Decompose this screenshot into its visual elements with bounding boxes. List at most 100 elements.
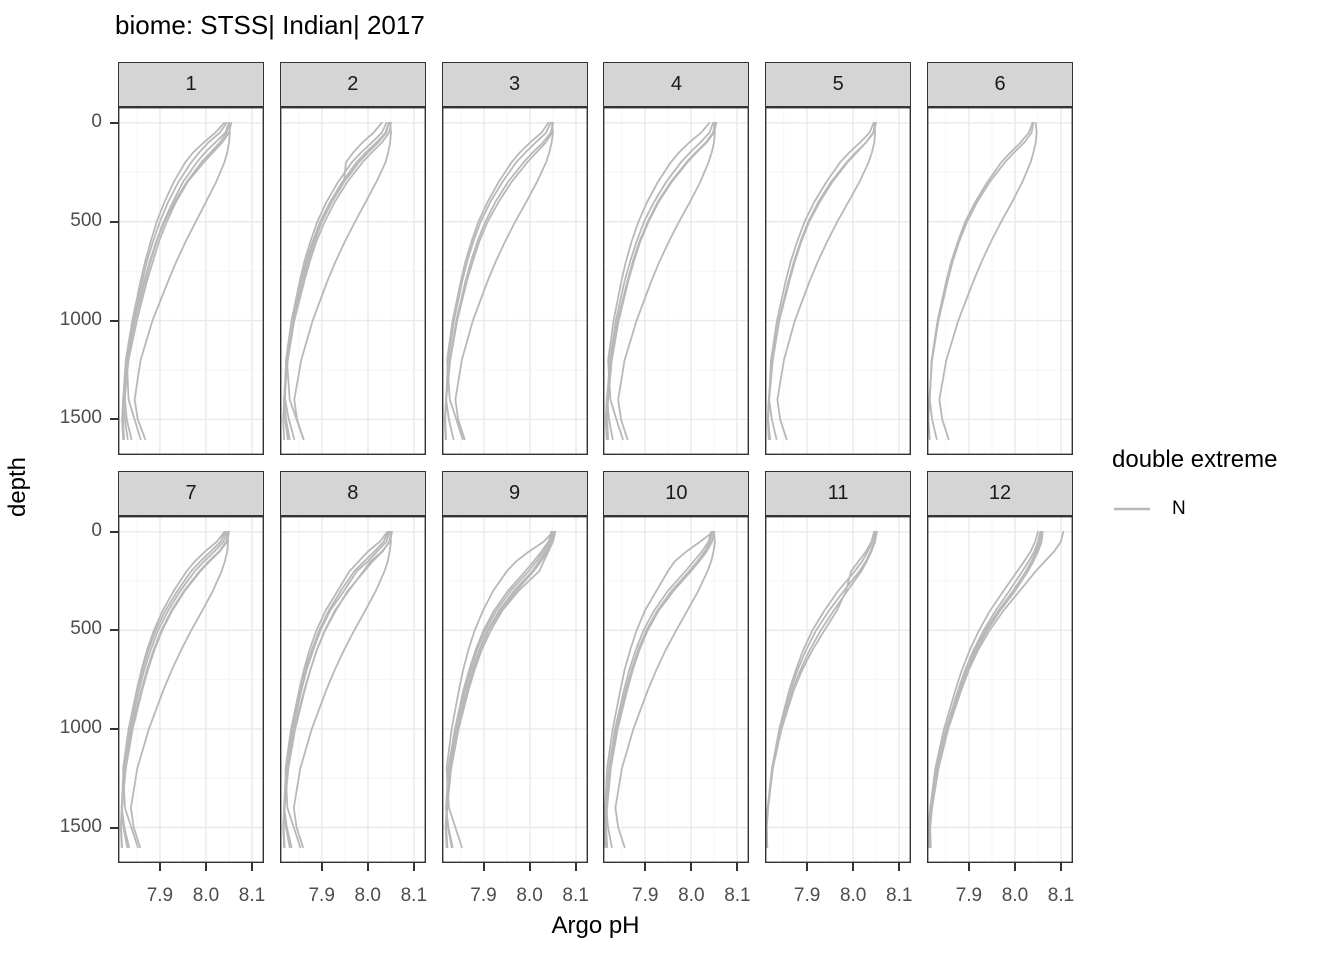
panel-border [765, 516, 912, 863]
panel-border [603, 107, 750, 455]
legend-item-label: N [1172, 498, 1186, 519]
y-tick-mark [110, 826, 118, 829]
x-tick-mark [690, 863, 693, 871]
facet-strip-label: 12 [988, 482, 1012, 504]
facet-strip: 1 [118, 62, 264, 107]
x-tick-mark [158, 863, 161, 871]
y-tick-mark [110, 121, 118, 124]
facet-strip: 3 [441, 62, 588, 107]
x-tick-label: 7.9 [308, 885, 335, 906]
x-tick-mark [644, 863, 647, 871]
legend: double extreme N [1112, 446, 1277, 520]
facet-strip-label: 8 [347, 482, 359, 504]
y-axis-title: depth [4, 456, 31, 518]
facet-strip: 8 [279, 471, 426, 516]
x-tick-mark [806, 863, 809, 871]
profile-line [121, 121, 230, 441]
x-tick-label: 7.9 [632, 885, 659, 906]
x-tick-label: 7.9 [793, 885, 821, 906]
facet-strip: 10 [603, 471, 750, 516]
facet-strip-label: 11 [827, 482, 849, 504]
legend-key-line-icon [1114, 507, 1150, 511]
panel-border [927, 516, 1073, 863]
x-tick-mark [1060, 863, 1063, 871]
facet-strip-label: 1 [185, 73, 197, 95]
facet-panel [118, 516, 264, 863]
profile-line [454, 121, 554, 441]
x-tick-label: 8.1 [562, 885, 589, 906]
x-tick-mark [412, 863, 415, 871]
profile-line [125, 121, 228, 441]
profile-line [119, 530, 229, 849]
panel-border [441, 107, 588, 455]
x-tick-mark [574, 863, 577, 871]
facet-strip: 7 [118, 471, 264, 516]
profile-line [767, 121, 877, 441]
panel-border [441, 516, 588, 863]
panel-border [603, 516, 750, 863]
profile-line [443, 121, 554, 441]
y-tick-mark [110, 418, 118, 421]
x-tick-label: 8.0 [1001, 885, 1029, 906]
facet-strip-label: 3 [509, 73, 521, 95]
facet-panel [927, 107, 1073, 455]
y-tick-mark [110, 319, 118, 322]
facet-panel [279, 107, 426, 455]
facet-strip-label: 5 [832, 73, 844, 95]
profile-line [444, 530, 555, 849]
y-tick-label: 0 [91, 110, 102, 132]
x-tick-mark [366, 863, 369, 871]
panel-border [279, 516, 426, 863]
x-tick-mark [736, 863, 739, 871]
facet-strip-label: 2 [347, 73, 359, 95]
profile-line [605, 121, 717, 441]
facet-panel [118, 107, 264, 455]
y-tick-label: 0 [91, 519, 102, 541]
panel-border [118, 516, 264, 863]
x-tick-mark [1013, 863, 1016, 871]
facet-strip: 5 [765, 62, 912, 107]
y-tick-label: 1500 [59, 407, 102, 429]
legend-item: N [1112, 498, 1277, 520]
profile-line [927, 530, 1039, 849]
x-tick-label: 8.0 [839, 885, 867, 906]
facet-panel [441, 516, 588, 863]
profile-line [928, 530, 1043, 849]
panel-border [118, 107, 264, 455]
x-tick-label: 7.9 [146, 885, 174, 906]
profile-line [444, 121, 552, 441]
x-tick-label: 8.0 [192, 885, 220, 906]
x-tick-mark [320, 863, 323, 871]
profile-line [938, 121, 1038, 441]
x-tick-label: 8.1 [886, 885, 913, 906]
facet-strip-label: 4 [670, 73, 682, 95]
panel-border [927, 107, 1073, 455]
facet-strip: 2 [279, 62, 426, 107]
x-tick-mark [251, 863, 254, 871]
legend-title: double extreme [1112, 446, 1278, 473]
facet-panel [603, 107, 750, 455]
y-tick-label: 1000 [59, 308, 102, 330]
profile-line [282, 530, 389, 849]
facet-panel [279, 516, 426, 863]
profile-line [603, 530, 715, 849]
profile-line [282, 121, 390, 441]
x-tick-mark [204, 863, 207, 871]
facet-strip: 12 [927, 471, 1073, 516]
x-tick-label: 7.9 [470, 885, 497, 906]
x-tick-label: 8.1 [400, 885, 428, 906]
profile-line [617, 121, 717, 441]
x-tick-label: 7.9 [955, 885, 983, 906]
y-tick-label: 500 [70, 618, 102, 640]
facet-strip-label: 10 [665, 482, 688, 504]
profile-line [928, 121, 1034, 441]
profile-line [293, 121, 392, 441]
facet-strip: 11 [765, 471, 912, 516]
facet-strip-label: 6 [994, 73, 1006, 95]
facet-panel [603, 516, 750, 863]
facet-strip: 4 [603, 62, 750, 107]
facet-strip-label: 7 [185, 482, 197, 504]
x-tick-mark [482, 863, 485, 871]
facet-strip: 9 [441, 471, 588, 516]
